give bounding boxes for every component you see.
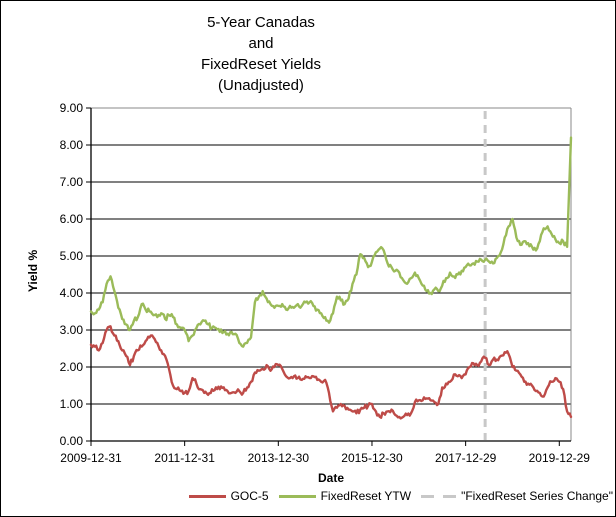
x-tick-label: 2011-12-31: [154, 451, 215, 465]
series-line-fixedreset-ytw: [89, 136, 573, 348]
legend-item-series-change: "FixedReset Series Change": [421, 489, 613, 503]
legend-swatch-series-change: [421, 494, 457, 498]
title-line-2: and: [248, 35, 274, 52]
legend-label-goc5: GOC-5: [230, 489, 269, 503]
x-tick-label: 2015-12-30: [341, 451, 403, 465]
x-tick-label: 2019-12-29: [529, 451, 591, 465]
y-tick-label: 6.00: [60, 212, 84, 226]
legend-label-frytw: FixedReset YTW: [320, 489, 412, 503]
y-tick-label: 7.00: [60, 175, 84, 189]
title-line-4: (Unadjusted): [218, 77, 304, 94]
x-tick-label: 2009-12-31: [60, 451, 122, 465]
legend-dash-segment: [443, 494, 457, 498]
title-line-1: 5-Year Canadas: [207, 14, 315, 31]
y-tick-label: 1.00: [60, 397, 84, 411]
x-axis-title: Date: [317, 471, 344, 485]
y-tick-label: 4.00: [60, 286, 84, 300]
y-tick-label: 3.00: [60, 323, 84, 337]
legend: GOC-5 FixedReset YTW "FixedReset Series …: [188, 489, 613, 503]
y-tick-label: 9.00: [60, 101, 84, 115]
x-tick-label: 2013-12-30: [248, 451, 310, 465]
y-tick-label: 0.00: [60, 434, 84, 448]
legend-item-goc5: GOC-5: [188, 489, 269, 503]
series-line-goc-5: [89, 325, 573, 420]
title-line-3: FixedReset Yields: [200, 56, 322, 73]
legend-item-fixedreset-ytw: FixedReset YTW: [278, 489, 412, 503]
legend-swatch-frytw: [278, 494, 316, 498]
legend-label-series-change: "FixedReset Series Change": [461, 489, 613, 503]
y-tick-label: 2.00: [60, 360, 84, 374]
y-tick-label: 5.00: [60, 249, 84, 263]
chart-title: 5-Year Canadas and FixedReset Yields (Un…: [1, 12, 521, 96]
x-tick-label: 2017-12-29: [435, 451, 497, 465]
legend-dash-segment: [421, 494, 435, 498]
legend-swatch-goc5: [188, 494, 226, 498]
y-tick-label: 8.00: [60, 138, 84, 152]
